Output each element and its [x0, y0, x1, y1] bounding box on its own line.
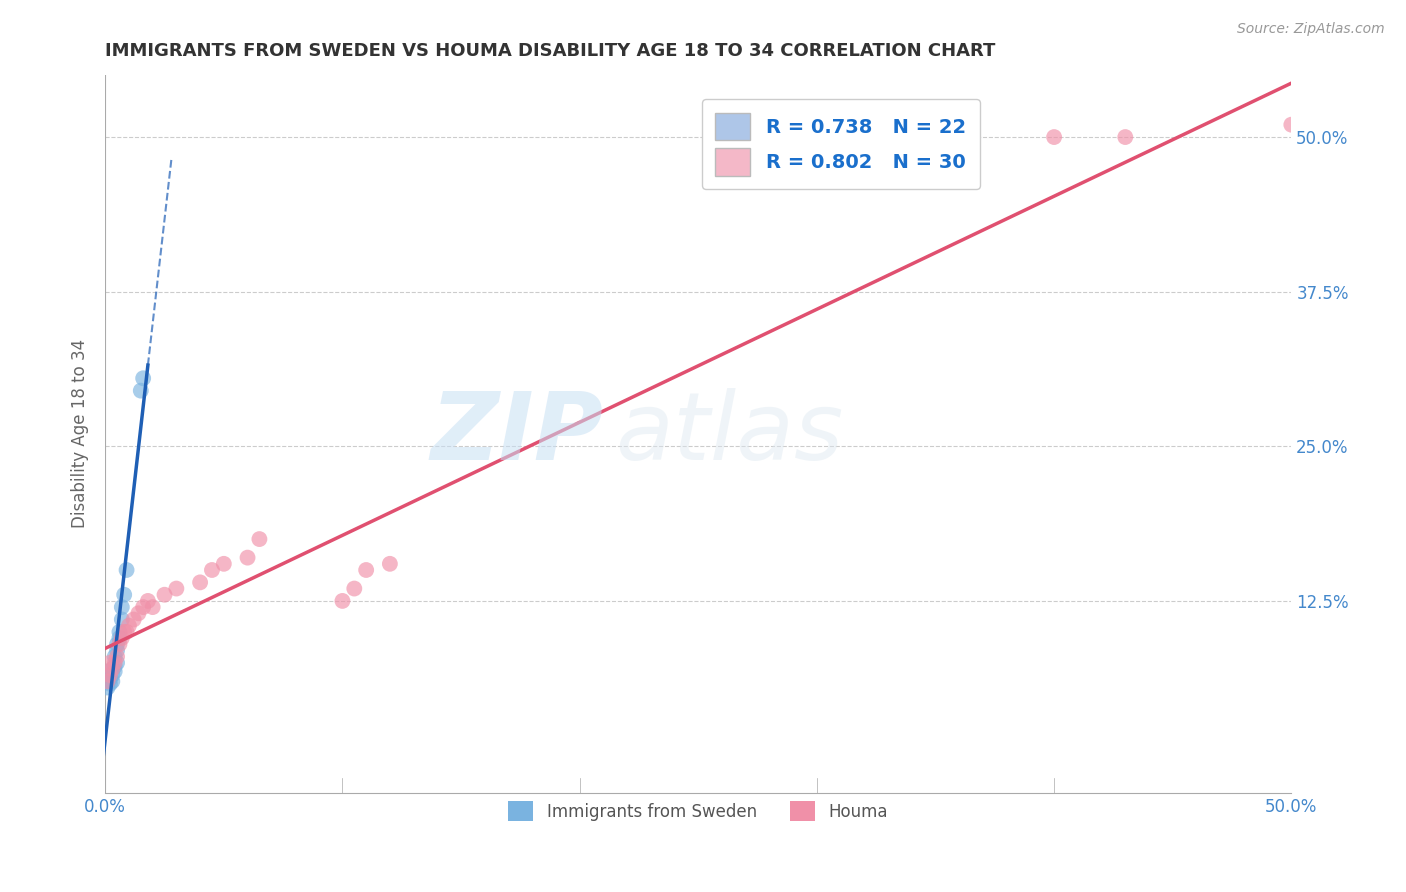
Point — [98, 656, 121, 670]
Point — [132, 600, 155, 615]
Point — [104, 665, 127, 679]
Point — [105, 637, 128, 651]
Point — [118, 618, 141, 632]
Point — [122, 612, 145, 626]
Point — [129, 384, 152, 398]
Point — [132, 371, 155, 385]
Point — [236, 550, 259, 565]
Point — [104, 659, 127, 673]
Point — [1043, 130, 1066, 145]
Point — [1279, 118, 1302, 132]
Point — [142, 600, 165, 615]
Point — [378, 557, 401, 571]
Point — [112, 588, 135, 602]
Point — [343, 582, 366, 596]
Text: Source: ZipAtlas.com: Source: ZipAtlas.com — [1237, 22, 1385, 37]
Text: IMMIGRANTS FROM SWEDEN VS HOUMA DISABILITY AGE 18 TO 34 CORRELATION CHART: IMMIGRANTS FROM SWEDEN VS HOUMA DISABILI… — [105, 42, 995, 60]
Point — [105, 656, 128, 670]
Point — [165, 582, 187, 596]
Point — [105, 649, 128, 664]
Point — [101, 668, 124, 682]
Point — [108, 637, 131, 651]
Point — [108, 624, 131, 639]
Point — [104, 656, 127, 670]
Point — [97, 674, 120, 689]
Point — [112, 624, 135, 639]
Point — [98, 668, 121, 682]
Point — [108, 631, 131, 645]
Point — [111, 612, 134, 626]
Point — [1114, 130, 1136, 145]
Point — [101, 662, 124, 676]
Legend: Immigrants from Sweden, Houma: Immigrants from Sweden, Houma — [495, 788, 901, 835]
Point — [201, 563, 224, 577]
Point — [332, 594, 354, 608]
Point — [97, 681, 120, 695]
Point — [115, 563, 138, 577]
Point — [101, 674, 124, 689]
Point — [115, 624, 138, 639]
Point — [153, 588, 176, 602]
Point — [354, 563, 377, 577]
Text: atlas: atlas — [616, 388, 844, 479]
Point — [188, 575, 211, 590]
Point — [212, 557, 235, 571]
Point — [111, 600, 134, 615]
Point — [111, 631, 134, 645]
Point — [98, 668, 121, 682]
Point — [105, 643, 128, 657]
Point — [98, 672, 121, 686]
Point — [101, 662, 124, 676]
Text: ZIP: ZIP — [430, 388, 603, 480]
Point — [104, 649, 127, 664]
Point — [249, 532, 271, 546]
Y-axis label: Disability Age 18 to 34: Disability Age 18 to 34 — [72, 339, 89, 528]
Point — [97, 674, 120, 689]
Point — [98, 677, 121, 691]
Point — [136, 594, 159, 608]
Point — [127, 607, 149, 621]
